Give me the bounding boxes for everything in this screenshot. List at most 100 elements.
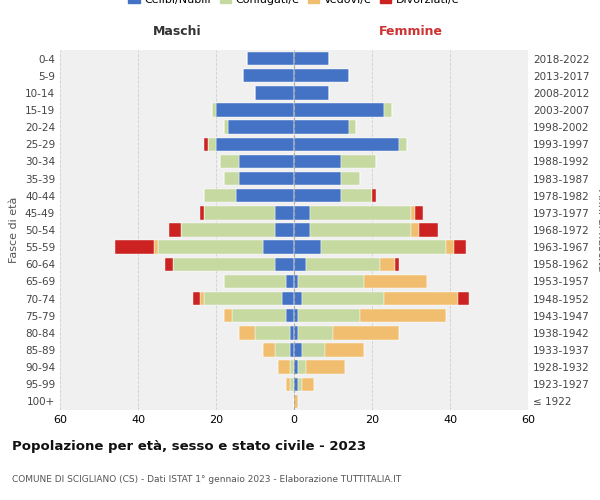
Bar [181,224,275,236]
Bar [310,206,411,220]
Bar [310,224,411,236]
Bar [224,120,228,134]
Bar [286,274,294,288]
Text: Popolazione per età, sesso e stato civile - 2023: Popolazione per età, sesso e stato civil… [12,440,366,453]
Bar [283,292,294,306]
Bar [157,240,263,254]
Bar [220,154,239,168]
Bar [290,344,294,356]
Bar [212,104,216,117]
Bar [419,224,438,236]
Bar [306,360,344,374]
Bar [302,344,325,356]
Bar [384,292,458,306]
Bar [325,344,364,356]
Bar [294,360,298,374]
Bar [298,378,302,391]
Bar [294,378,298,391]
Bar [380,258,395,271]
Bar [166,258,173,271]
Bar [204,292,283,306]
Bar [294,138,400,151]
Bar [294,69,349,82]
Bar [411,224,419,236]
Bar [341,154,376,168]
Bar [115,240,154,254]
Bar [169,224,181,236]
Bar [204,206,275,220]
Bar [204,138,208,151]
Text: COMUNE DI SCIGLIANO (CS) - Dati ISTAT 1° gennaio 2023 - Elaborazione TUTTITALIA.: COMUNE DI SCIGLIANO (CS) - Dati ISTAT 1°… [12,475,401,484]
Bar [294,309,298,322]
Bar [286,378,290,391]
Bar [415,206,422,220]
Bar [224,309,232,322]
Bar [294,52,329,66]
Bar [286,309,294,322]
Bar [239,326,255,340]
Bar [290,360,294,374]
Bar [154,240,157,254]
Bar [298,309,360,322]
Bar [298,326,333,340]
Bar [298,360,306,374]
Bar [275,206,294,220]
Bar [200,206,204,220]
Bar [173,258,275,271]
Bar [302,292,384,306]
Bar [306,258,380,271]
Bar [294,104,384,117]
Bar [349,120,356,134]
Bar [216,138,294,151]
Bar [290,326,294,340]
Bar [228,120,294,134]
Bar [224,172,239,186]
Bar [294,154,341,168]
Bar [235,189,294,202]
Bar [200,292,204,306]
Y-axis label: Anni di nascita: Anni di nascita [596,188,600,271]
Bar [216,104,294,117]
Bar [400,138,407,151]
Bar [275,224,294,236]
Bar [360,309,446,322]
Bar [239,154,294,168]
Bar [255,86,294,100]
Bar [278,360,290,374]
Bar [290,378,294,391]
Bar [294,344,302,356]
Bar [458,292,469,306]
Bar [247,52,294,66]
Bar [204,189,235,202]
Bar [322,240,446,254]
Bar [294,189,341,202]
Bar [224,274,286,288]
Bar [232,309,286,322]
Bar [275,258,294,271]
Legend: Celibi/Nubili, Coniugati/e, Vedovi/e, Divorziati/e: Celibi/Nubili, Coniugati/e, Vedovi/e, Di… [124,0,464,10]
Bar [302,378,314,391]
Bar [294,240,322,254]
Bar [364,274,427,288]
Bar [454,240,466,254]
Bar [372,189,376,202]
Bar [446,240,454,254]
Bar [208,138,216,151]
Bar [333,326,400,340]
Bar [298,274,364,288]
Bar [294,258,306,271]
Bar [294,120,349,134]
Bar [193,292,200,306]
Y-axis label: Fasce di età: Fasce di età [10,197,19,263]
Bar [263,240,294,254]
Bar [294,224,310,236]
Bar [294,292,302,306]
Bar [294,394,298,408]
Bar [294,274,298,288]
Bar [239,172,294,186]
Bar [275,344,290,356]
Bar [294,206,310,220]
Text: Maschi: Maschi [152,24,202,38]
Bar [294,326,298,340]
Bar [263,344,275,356]
